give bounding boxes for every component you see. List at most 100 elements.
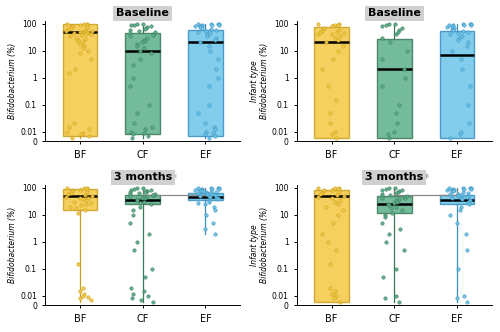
Point <box>196 24 204 30</box>
Point <box>84 48 92 53</box>
Point <box>314 31 322 37</box>
Point <box>82 32 90 37</box>
Point <box>453 220 461 225</box>
Point <box>381 296 389 301</box>
Point <box>328 131 336 137</box>
Point <box>80 36 88 41</box>
Point <box>334 201 342 207</box>
Point <box>448 195 456 201</box>
Point <box>326 110 334 116</box>
Point <box>77 131 85 137</box>
Point <box>143 35 151 41</box>
Point <box>143 194 151 199</box>
Point <box>324 83 332 88</box>
Point <box>324 239 332 244</box>
Point <box>318 67 326 72</box>
Point <box>334 48 342 53</box>
Point <box>196 40 204 45</box>
Point <box>214 75 222 80</box>
Point <box>130 121 138 126</box>
Point <box>466 21 474 26</box>
Point <box>208 130 216 135</box>
Point <box>390 129 398 134</box>
Point <box>378 24 386 29</box>
Point <box>77 203 85 208</box>
Point <box>206 194 214 200</box>
Point <box>457 204 465 209</box>
Point <box>212 196 220 201</box>
Point <box>212 27 220 32</box>
Point <box>203 191 211 196</box>
Point <box>146 24 154 29</box>
Point <box>85 127 93 132</box>
Point <box>402 48 410 53</box>
Point <box>458 21 466 26</box>
FancyBboxPatch shape <box>440 195 474 204</box>
Point <box>204 135 212 140</box>
Point <box>202 226 209 231</box>
Point <box>196 188 204 193</box>
Point <box>208 23 216 28</box>
Point <box>335 189 343 195</box>
Point <box>128 135 136 140</box>
Point <box>455 35 463 41</box>
Point <box>126 187 134 192</box>
Point <box>82 22 90 28</box>
Point <box>460 23 468 28</box>
FancyBboxPatch shape <box>188 193 222 200</box>
Point <box>132 196 140 202</box>
Point <box>76 50 84 56</box>
Point <box>84 21 92 26</box>
Point <box>466 83 474 88</box>
Point <box>126 27 134 32</box>
Point <box>384 131 392 137</box>
Point <box>148 192 156 197</box>
Point <box>208 186 216 192</box>
Point <box>458 192 466 197</box>
Text: *: * <box>422 172 429 185</box>
Point <box>464 40 472 45</box>
Point <box>66 25 74 31</box>
Point <box>80 21 88 26</box>
Point <box>198 22 205 28</box>
Point <box>385 135 393 140</box>
Point <box>332 186 340 191</box>
Point <box>318 28 326 33</box>
Point <box>194 110 202 116</box>
Point <box>394 29 402 35</box>
Point <box>151 191 159 196</box>
Point <box>215 21 223 26</box>
Point <box>198 188 205 194</box>
Title: 3 months: 3 months <box>114 172 172 182</box>
Point <box>467 187 475 192</box>
Point <box>146 188 154 193</box>
Point <box>192 24 200 29</box>
Point <box>318 231 326 236</box>
Point <box>332 293 340 298</box>
Point <box>378 220 386 225</box>
Point <box>133 43 141 48</box>
Point <box>340 193 348 199</box>
Point <box>394 188 402 194</box>
Point <box>207 26 215 31</box>
Point <box>212 35 220 41</box>
Point <box>140 127 148 132</box>
Point <box>210 204 218 209</box>
Point <box>332 30 340 35</box>
Point <box>207 185 215 190</box>
Point <box>84 133 92 138</box>
Point <box>446 135 454 140</box>
Point <box>392 204 400 209</box>
Point <box>126 23 134 28</box>
Point <box>76 288 84 293</box>
Point <box>62 28 70 33</box>
Point <box>460 293 468 298</box>
Point <box>134 28 142 33</box>
Point <box>462 194 470 200</box>
Point <box>332 22 340 28</box>
Point <box>378 191 386 196</box>
Point <box>316 29 324 35</box>
Point <box>212 189 220 195</box>
Point <box>128 296 136 301</box>
Point <box>328 24 336 29</box>
